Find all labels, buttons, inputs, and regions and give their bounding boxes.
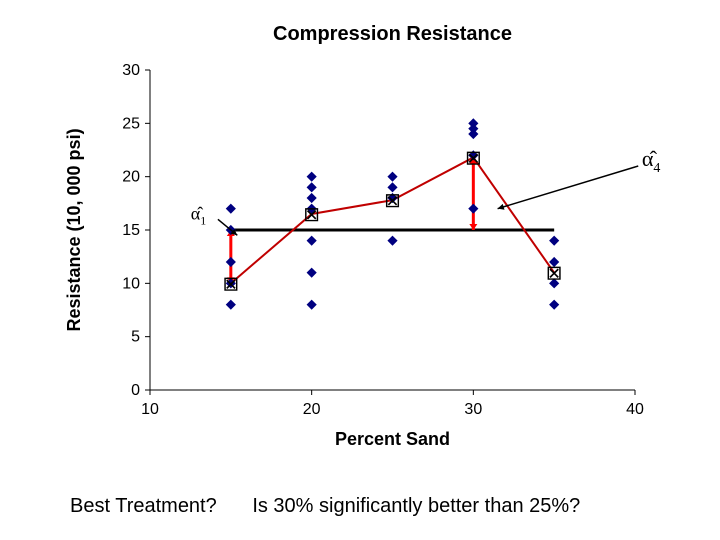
svg-text:⊠: ⊠ (465, 147, 482, 169)
compression-resistance-chart: Compression Resistance 0 5 10 15 20 25 30 Resist… (55, 10, 665, 470)
svg-text:30: 30 (122, 62, 140, 79)
svg-text:15: 15 (122, 222, 140, 239)
svg-text:20: 20 (303, 401, 321, 418)
svg-text:⊠: ⊠ (222, 273, 239, 295)
svg-text:⊠: ⊠ (303, 204, 320, 226)
svg-text:5: 5 (131, 329, 140, 346)
svg-text:10: 10 (122, 275, 140, 292)
svg-text:25: 25 (122, 115, 140, 132)
svg-text:⊠: ⊠ (384, 190, 401, 212)
svg-text:30: 30 (464, 401, 482, 418)
caption-significance-question: Is 30% significantly better than 25%? (252, 495, 580, 518)
chart-svg: Compression Resistance 0 5 10 15 20 25 30 Resist… (55, 10, 665, 470)
svg-text:⊠: ⊠ (546, 263, 563, 285)
svg-text:Resistance (10, 000 psi): Resistance (10, 000 psi) (64, 128, 84, 331)
svg-text:10: 10 (141, 401, 159, 418)
svg-text:0: 0 (131, 382, 140, 399)
svg-text:Percent Sand: Percent Sand (335, 429, 450, 449)
caption-best-treatment: Best Treatment? (70, 495, 217, 518)
svg-text:20: 20 (122, 169, 140, 186)
caption-row: Best Treatment? Is 30% significantly bet… (0, 495, 720, 518)
svg-text:40: 40 (626, 401, 644, 418)
svg-text:Compression Resistance: Compression Resistance (273, 23, 512, 45)
